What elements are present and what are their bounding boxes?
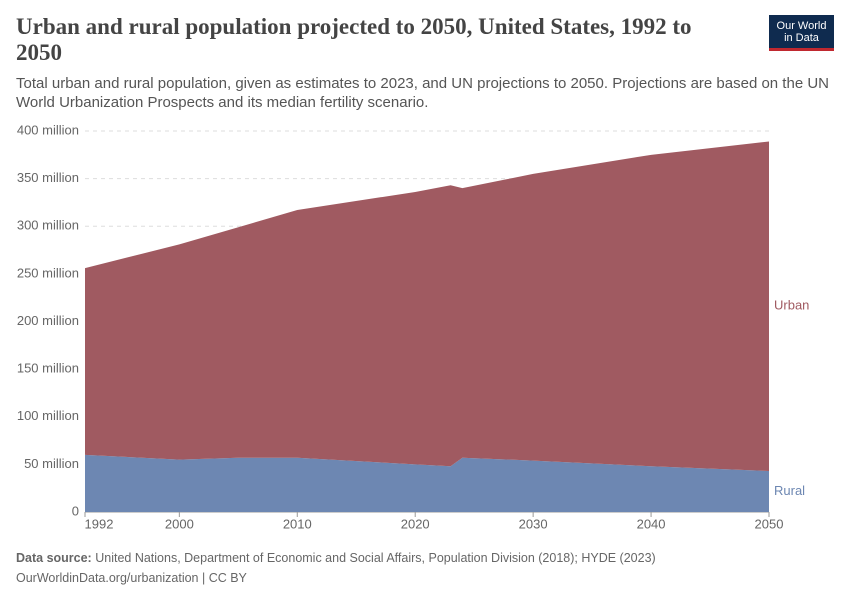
- x-tick-label: 1992: [85, 516, 114, 531]
- series-label: Rural: [774, 483, 805, 498]
- chart-title: Urban and rural population projected to …: [16, 14, 692, 65]
- y-tick-label: 50 million: [24, 456, 79, 471]
- x-tick-label: 2040: [637, 516, 666, 531]
- chart-subtitle: Total urban and rural population, given …: [16, 75, 829, 111]
- logo[interactable]: Our World in Data: [769, 15, 834, 51]
- y-tick-label: 150 million: [17, 361, 79, 376]
- area: [85, 141, 769, 472]
- x-tick-label: 2030: [519, 516, 548, 531]
- y-tick-label: 400 million: [17, 122, 79, 137]
- x-tick-label: 2050: [755, 516, 784, 531]
- logo-line: in Data: [784, 32, 819, 44]
- y-tick-label: 250 million: [17, 265, 79, 280]
- y-tick-label: 100 million: [17, 408, 79, 423]
- x-tick-label: 2000: [165, 516, 194, 531]
- x-tick-label: 2020: [401, 516, 430, 531]
- y-tick-label: 300 million: [17, 218, 79, 233]
- footer-link[interactable]: OurWorldinData.org/urbanization | CC BY: [16, 571, 247, 585]
- logo-line: Our World: [776, 20, 827, 32]
- y-tick-label: 200 million: [17, 313, 79, 328]
- source-label: Data source:: [16, 551, 92, 565]
- area: [85, 454, 769, 512]
- y-tick-label: 350 million: [17, 170, 79, 185]
- source-line: Data source: United Nations, Department …: [16, 548, 656, 568]
- source: United Nations, Department of Economic a…: [95, 551, 656, 565]
- x-tick-label: 2010: [283, 516, 312, 531]
- y-tick-label: 0: [72, 503, 79, 518]
- series-label: Urban: [774, 298, 809, 313]
- footer: Data source: United Nations, Department …: [16, 548, 656, 588]
- chart: 0 50 million 100 million 150 million 200 mil…: [17, 122, 810, 531]
